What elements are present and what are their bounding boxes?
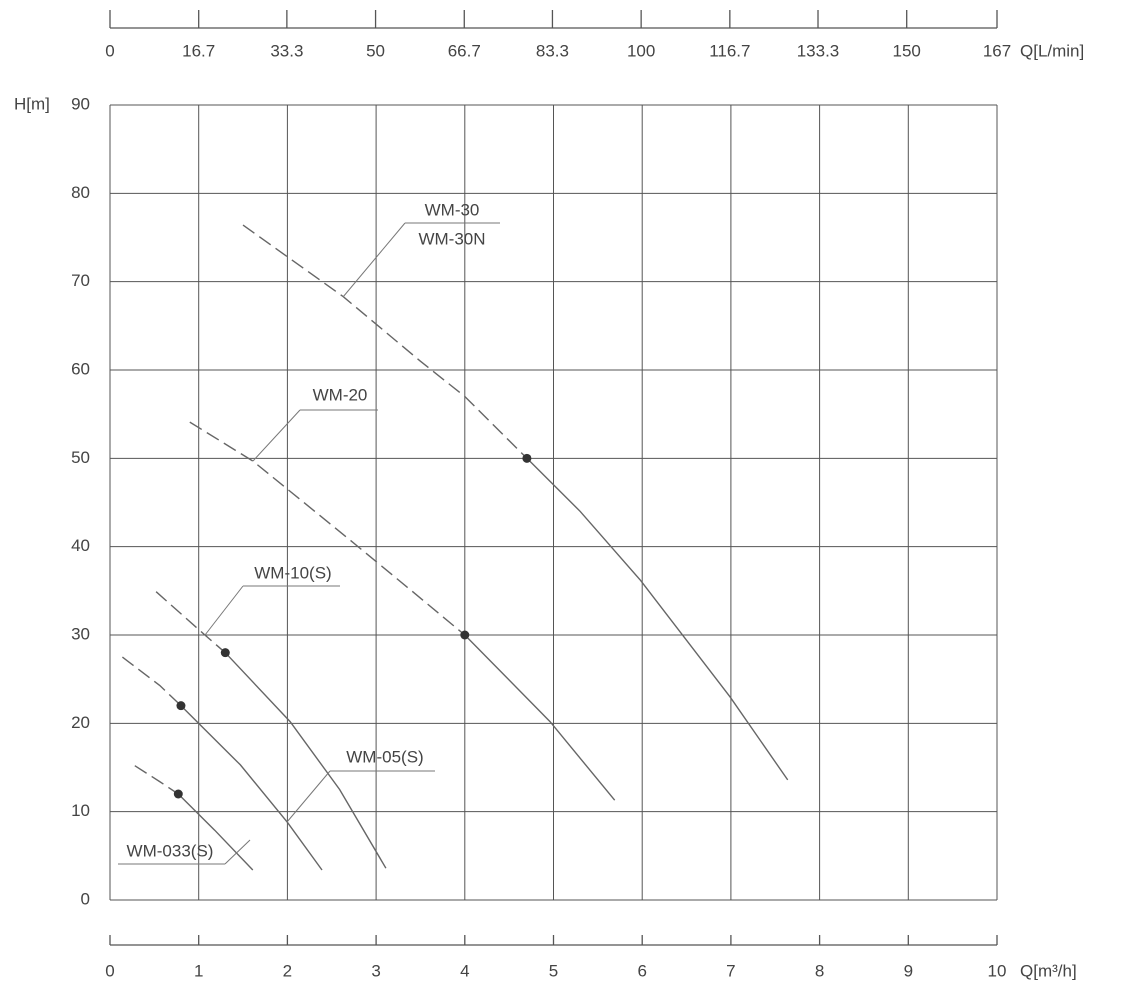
curve-solid <box>526 457 789 781</box>
curve-dashed <box>242 224 528 459</box>
x-tick-label: 3 <box>371 961 380 980</box>
x-tick-label: 1 <box>194 961 203 980</box>
rated-point <box>460 630 470 640</box>
y-tick-label: 0 <box>81 889 90 908</box>
x2-tick-label: 66.7 <box>448 41 481 60</box>
curve-label: WM-30 <box>425 200 480 219</box>
curve-dashed <box>134 765 179 795</box>
y-tick-label: 20 <box>71 713 90 732</box>
curve-solid <box>180 705 323 871</box>
rated-point <box>176 701 186 711</box>
x-tick-label: 10 <box>988 961 1007 980</box>
top-axis-label: Q[L/min] <box>1020 41 1084 60</box>
x2-tick-label: 133.3 <box>797 41 840 60</box>
curve-label: WM-10(S) <box>254 563 331 582</box>
x-tick-label: 4 <box>460 961 469 980</box>
y-axis-label: H[m] <box>14 94 50 113</box>
x2-tick-label: 150 <box>893 41 921 60</box>
bottom-axis-label: Q[m³/h] <box>1020 961 1077 980</box>
label-leader <box>204 585 244 636</box>
curve-solid <box>464 634 616 801</box>
x2-tick-label: 167 <box>983 41 1011 60</box>
curve-label: WM-30N <box>418 229 485 248</box>
curve-solid <box>224 652 387 869</box>
curve-label: WM-033(S) <box>127 841 214 860</box>
x-tick-label: 8 <box>815 961 824 980</box>
y-tick-label: 90 <box>71 94 90 113</box>
x-tick-label: 5 <box>549 961 558 980</box>
y-tick-label: 50 <box>71 448 90 467</box>
x2-tick-label: 16.7 <box>182 41 215 60</box>
y-tick-label: 80 <box>71 183 90 202</box>
x2-tick-label: 100 <box>627 41 655 60</box>
curve-dashed <box>189 421 466 636</box>
label-leader <box>252 409 301 462</box>
curve-dashed <box>155 591 226 654</box>
x-tick-label: 2 <box>283 961 292 980</box>
rated-point <box>173 789 183 799</box>
x-tick-label: 0 <box>105 961 114 980</box>
x2-tick-label: 116.7 <box>709 41 750 60</box>
x2-tick-label: 33.3 <box>270 41 303 60</box>
x2-tick-label: 83.3 <box>536 41 569 60</box>
x-tick-label: 9 <box>904 961 913 980</box>
rated-point <box>522 453 532 463</box>
y-tick-label: 60 <box>71 359 90 378</box>
curve-label: WM-20 <box>313 385 368 404</box>
y-tick-label: 70 <box>71 271 90 290</box>
rated-point <box>220 648 230 658</box>
curve-label: WM-05(S) <box>346 747 423 766</box>
curve-dashed <box>121 656 182 707</box>
x2-tick-label: 0 <box>105 41 114 60</box>
x-tick-label: 7 <box>726 961 735 980</box>
label-leader <box>286 770 331 823</box>
label-leader <box>342 222 406 298</box>
y-tick-label: 10 <box>71 801 90 820</box>
y-tick-label: 30 <box>71 624 90 643</box>
x2-tick-label: 50 <box>366 41 385 60</box>
label-leader <box>224 839 251 865</box>
x-tick-label: 6 <box>637 961 646 980</box>
y-tick-label: 40 <box>71 536 90 555</box>
curve-solid <box>177 793 254 871</box>
